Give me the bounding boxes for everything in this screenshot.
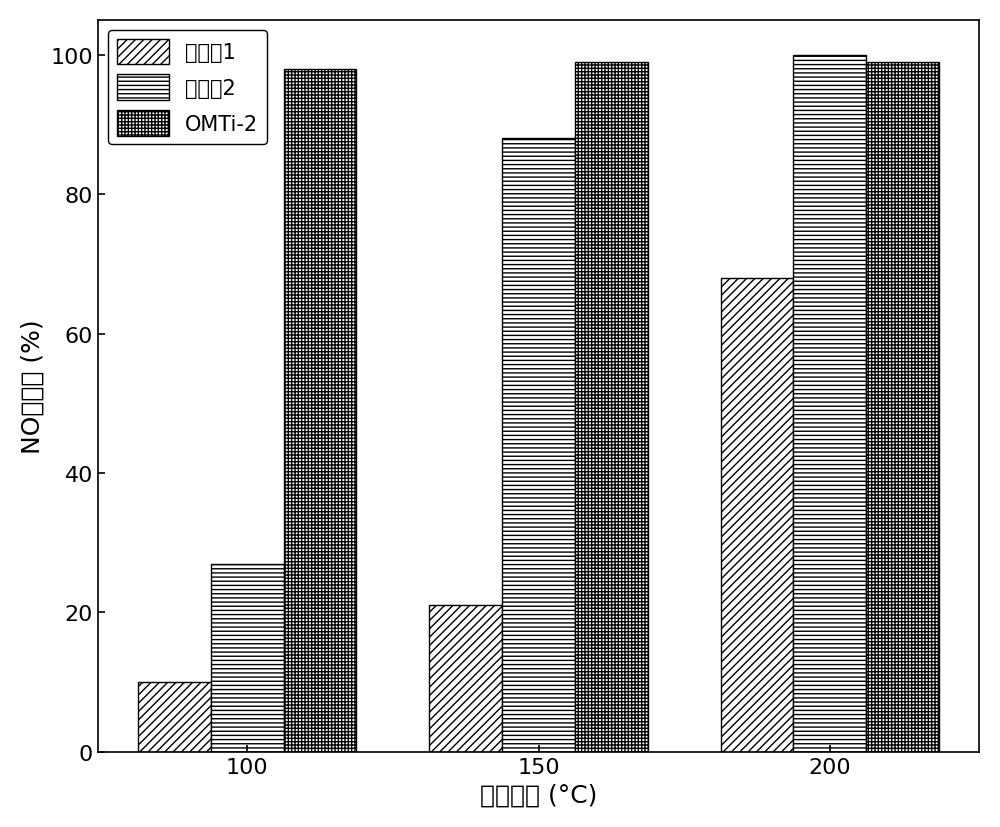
Bar (866, 63, 939, 752)
Bar (429, 605, 502, 752)
Bar (138, 682, 211, 752)
Bar (284, 69, 356, 752)
Bar (575, 63, 648, 752)
Legend: 对照例1, 对照例2, OMTi-2: 对照例1, 对照例2, OMTi-2 (108, 31, 267, 145)
Bar (721, 279, 793, 752)
X-axis label: 反应温度 (°C): 反应温度 (°C) (480, 782, 597, 806)
Bar (793, 55, 866, 752)
Bar (211, 564, 284, 752)
Bar (502, 139, 575, 752)
Y-axis label: NO转化率 (%): NO转化率 (%) (21, 319, 45, 453)
